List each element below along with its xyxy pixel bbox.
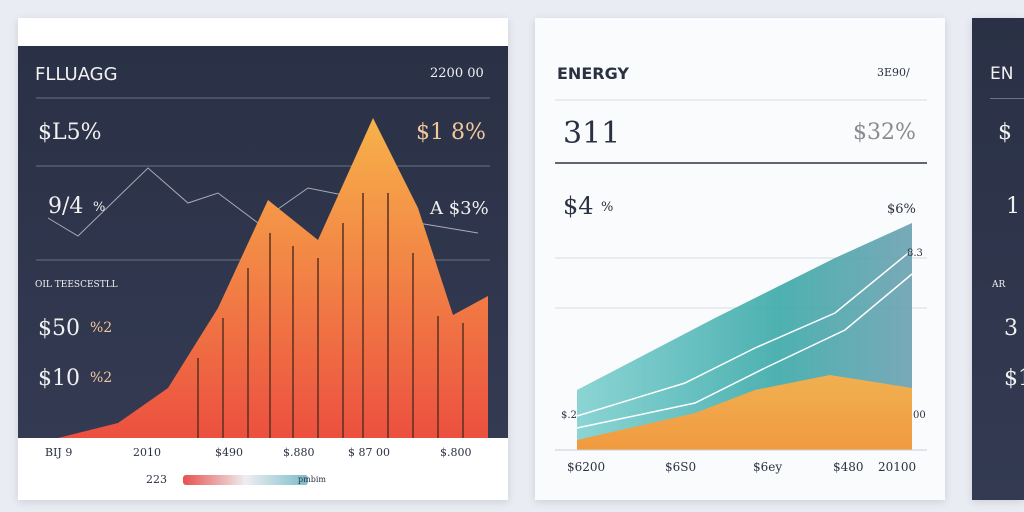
footer-label: $480 (833, 460, 864, 474)
title: EN (990, 64, 1014, 84)
label: $L5% (38, 120, 102, 145)
label: %2 (90, 370, 113, 386)
legend-label: 223 (146, 473, 167, 486)
footer-label: $6S0 (665, 460, 697, 474)
legend-bar (183, 475, 308, 485)
label: $10 (38, 366, 80, 391)
label: $50 (38, 316, 80, 341)
label: $1 8% (416, 120, 486, 145)
label: $1 (1004, 366, 1024, 391)
fuel-card: FLLUAGG 2200 00 $L5% $1 8% 9/4 % A $3% O… (18, 18, 508, 500)
footer-label: $490 (215, 446, 243, 459)
footer-label: $6200 (567, 460, 606, 474)
label: $.2 (561, 410, 577, 421)
corner-label: 3E90/ (877, 66, 910, 79)
title: FLLUAGG (35, 64, 118, 85)
line (576, 249, 913, 417)
label: 311 (563, 116, 621, 151)
label: $ (998, 120, 1012, 145)
divider (990, 98, 1024, 99)
label: 00 (913, 410, 926, 421)
energy-card: ENERGY 3E90/ 311 $32% $4 % $6% 8.3 $.2 0… (535, 18, 945, 500)
label: % (93, 200, 106, 215)
fuel-chart (36, 97, 490, 485)
legend-label: pmbim (298, 475, 326, 484)
bar-lines (197, 193, 464, 438)
label: OIL TEESCESTLL (35, 280, 118, 290)
area (577, 375, 912, 450)
label: AR (992, 280, 1006, 290)
label: % (601, 200, 614, 215)
footer-label: $.880 (283, 446, 315, 459)
label: A $3% (430, 198, 489, 219)
title: ENERGY (557, 64, 629, 83)
energy-chart (555, 99, 927, 451)
label: $4 (563, 192, 594, 220)
label: $32% (853, 120, 916, 145)
label: 8.3 (907, 248, 923, 259)
label: %2 (90, 320, 113, 336)
footer-label: $6ey (753, 460, 783, 474)
footer-label: $ 87 00 (348, 446, 390, 459)
footer-label: 2010 (133, 446, 161, 459)
area (58, 118, 488, 438)
label: 9/4 (48, 194, 84, 219)
label: $6% (887, 202, 916, 217)
footer-label: $.800 (440, 446, 472, 459)
footer-label: 20100 (878, 460, 917, 474)
third-card: EN $ 1 AR 3 $1 (972, 18, 1024, 500)
footer-label: BIJ 9 (45, 446, 73, 459)
label: 3 (1004, 316, 1018, 341)
line (576, 273, 913, 429)
label: 1 (1006, 194, 1020, 219)
corner-label: 2200 00 (430, 66, 484, 81)
